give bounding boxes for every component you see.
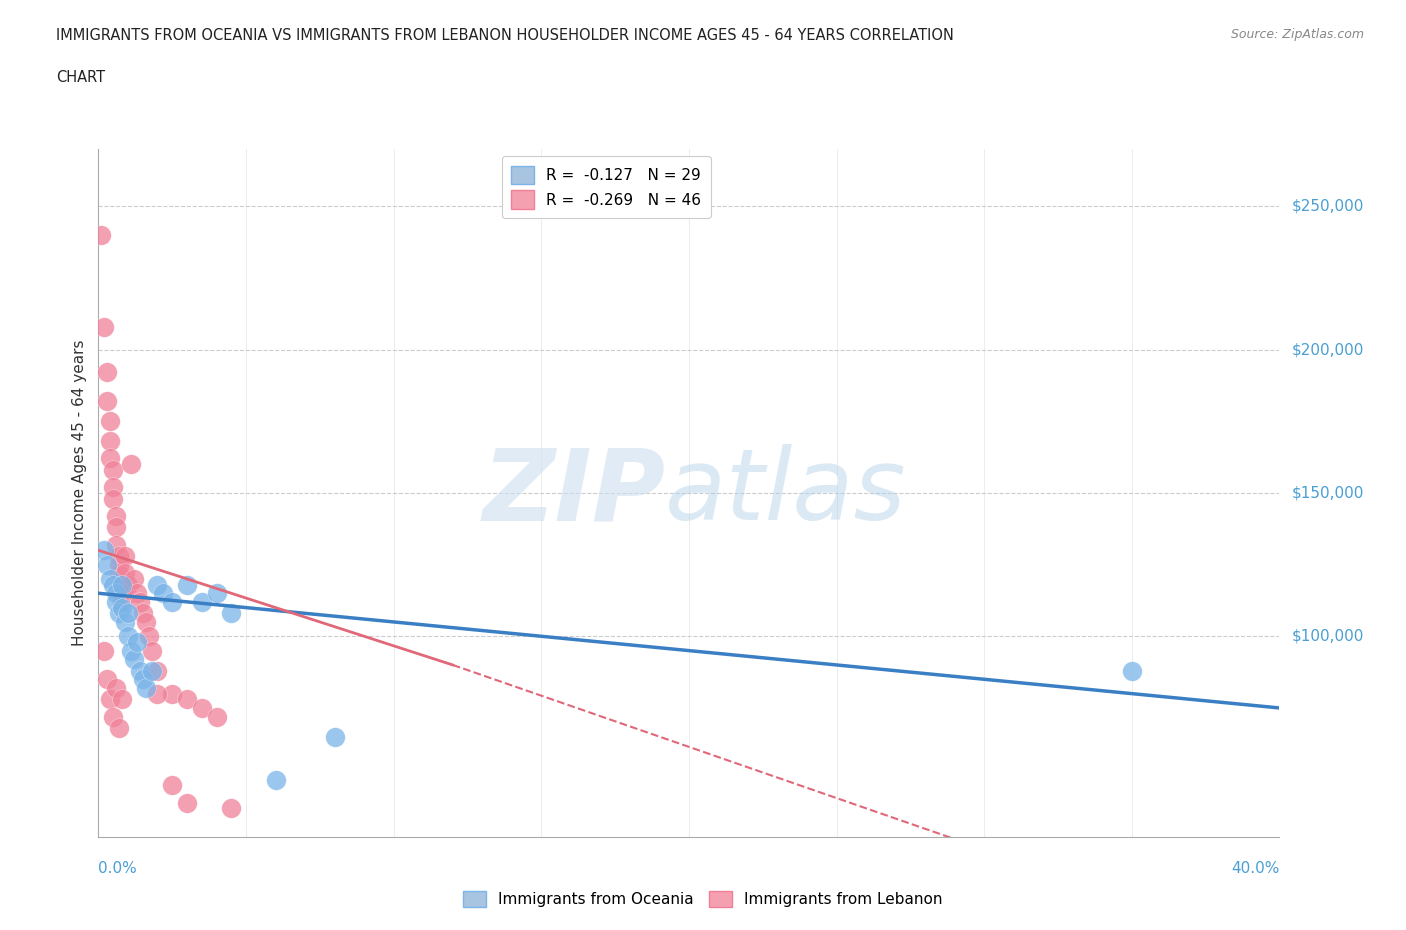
Point	[128, 594, 150, 609]
Point	[323, 729, 346, 744]
Point	[111, 586, 134, 601]
Point	[108, 557, 131, 572]
Point	[108, 606, 131, 621]
Point	[98, 571, 121, 587]
Point	[111, 692, 134, 707]
Point	[128, 663, 150, 678]
Point	[105, 586, 128, 601]
Point	[205, 710, 228, 724]
Text: ZIP: ZIP	[482, 445, 665, 541]
Legend: R =  -0.127   N = 29, R =  -0.269   N = 46: R = -0.127 N = 29, R = -0.269 N = 46	[502, 156, 710, 219]
Text: atlas: atlas	[665, 445, 907, 541]
Point	[96, 393, 118, 408]
Point	[103, 491, 125, 506]
Point	[162, 777, 183, 792]
Point	[1121, 663, 1143, 678]
Point	[114, 549, 136, 564]
Text: $250,000: $250,000	[1291, 199, 1364, 214]
Point	[114, 615, 136, 630]
Point	[114, 565, 136, 580]
Point	[108, 549, 131, 564]
Point	[111, 594, 134, 609]
Point	[138, 629, 160, 644]
Point	[103, 462, 125, 477]
Point	[162, 594, 183, 609]
Point	[146, 578, 169, 592]
Text: Source: ZipAtlas.com: Source: ZipAtlas.com	[1230, 28, 1364, 41]
Text: 40.0%: 40.0%	[1232, 861, 1279, 876]
Point	[176, 578, 198, 592]
Point	[191, 594, 214, 609]
Point	[108, 565, 131, 580]
Point	[111, 578, 134, 592]
Point	[105, 520, 128, 535]
Point	[146, 663, 169, 678]
Point	[205, 586, 228, 601]
Point	[105, 681, 128, 696]
Text: 0.0%: 0.0%	[98, 861, 138, 876]
Point	[98, 414, 121, 429]
Point	[90, 228, 112, 243]
Text: $150,000: $150,000	[1291, 485, 1364, 500]
Point	[152, 586, 174, 601]
Point	[141, 644, 163, 658]
Point	[96, 671, 118, 686]
Point	[176, 692, 198, 707]
Point	[219, 606, 242, 621]
Point	[98, 451, 121, 466]
Point	[111, 600, 134, 615]
Point	[162, 686, 183, 701]
Point	[96, 365, 118, 380]
Point	[135, 615, 157, 630]
Point	[103, 578, 125, 592]
Point	[125, 634, 148, 649]
Point	[93, 644, 115, 658]
Point	[135, 681, 157, 696]
Text: $100,000: $100,000	[1291, 629, 1364, 644]
Point	[105, 509, 128, 524]
Point	[117, 629, 139, 644]
Point	[96, 557, 118, 572]
Point	[132, 606, 155, 621]
Point	[105, 538, 128, 552]
Text: $200,000: $200,000	[1291, 342, 1364, 357]
Point	[108, 721, 131, 736]
Legend: Immigrants from Oceania, Immigrants from Lebanon: Immigrants from Oceania, Immigrants from…	[457, 884, 949, 913]
Point	[125, 586, 148, 601]
Point	[103, 710, 125, 724]
Point	[98, 433, 121, 449]
Point	[117, 578, 139, 592]
Point	[103, 480, 125, 495]
Text: CHART: CHART	[56, 70, 105, 85]
Point	[132, 671, 155, 686]
Point	[176, 795, 198, 810]
Point	[111, 578, 134, 592]
Point	[141, 663, 163, 678]
Point	[98, 692, 121, 707]
Text: IMMIGRANTS FROM OCEANIA VS IMMIGRANTS FROM LEBANON HOUSEHOLDER INCOME AGES 45 - : IMMIGRANTS FROM OCEANIA VS IMMIGRANTS FR…	[56, 28, 955, 43]
Point	[191, 700, 214, 715]
Point	[122, 652, 145, 667]
Point	[146, 686, 169, 701]
Point	[117, 606, 139, 621]
Point	[264, 772, 287, 787]
Point	[93, 543, 115, 558]
Point	[122, 571, 145, 587]
Y-axis label: Householder Income Ages 45 - 64 years: Householder Income Ages 45 - 64 years	[72, 339, 87, 646]
Point	[105, 594, 128, 609]
Point	[219, 801, 242, 816]
Point	[120, 457, 142, 472]
Point	[120, 644, 142, 658]
Point	[93, 319, 115, 334]
